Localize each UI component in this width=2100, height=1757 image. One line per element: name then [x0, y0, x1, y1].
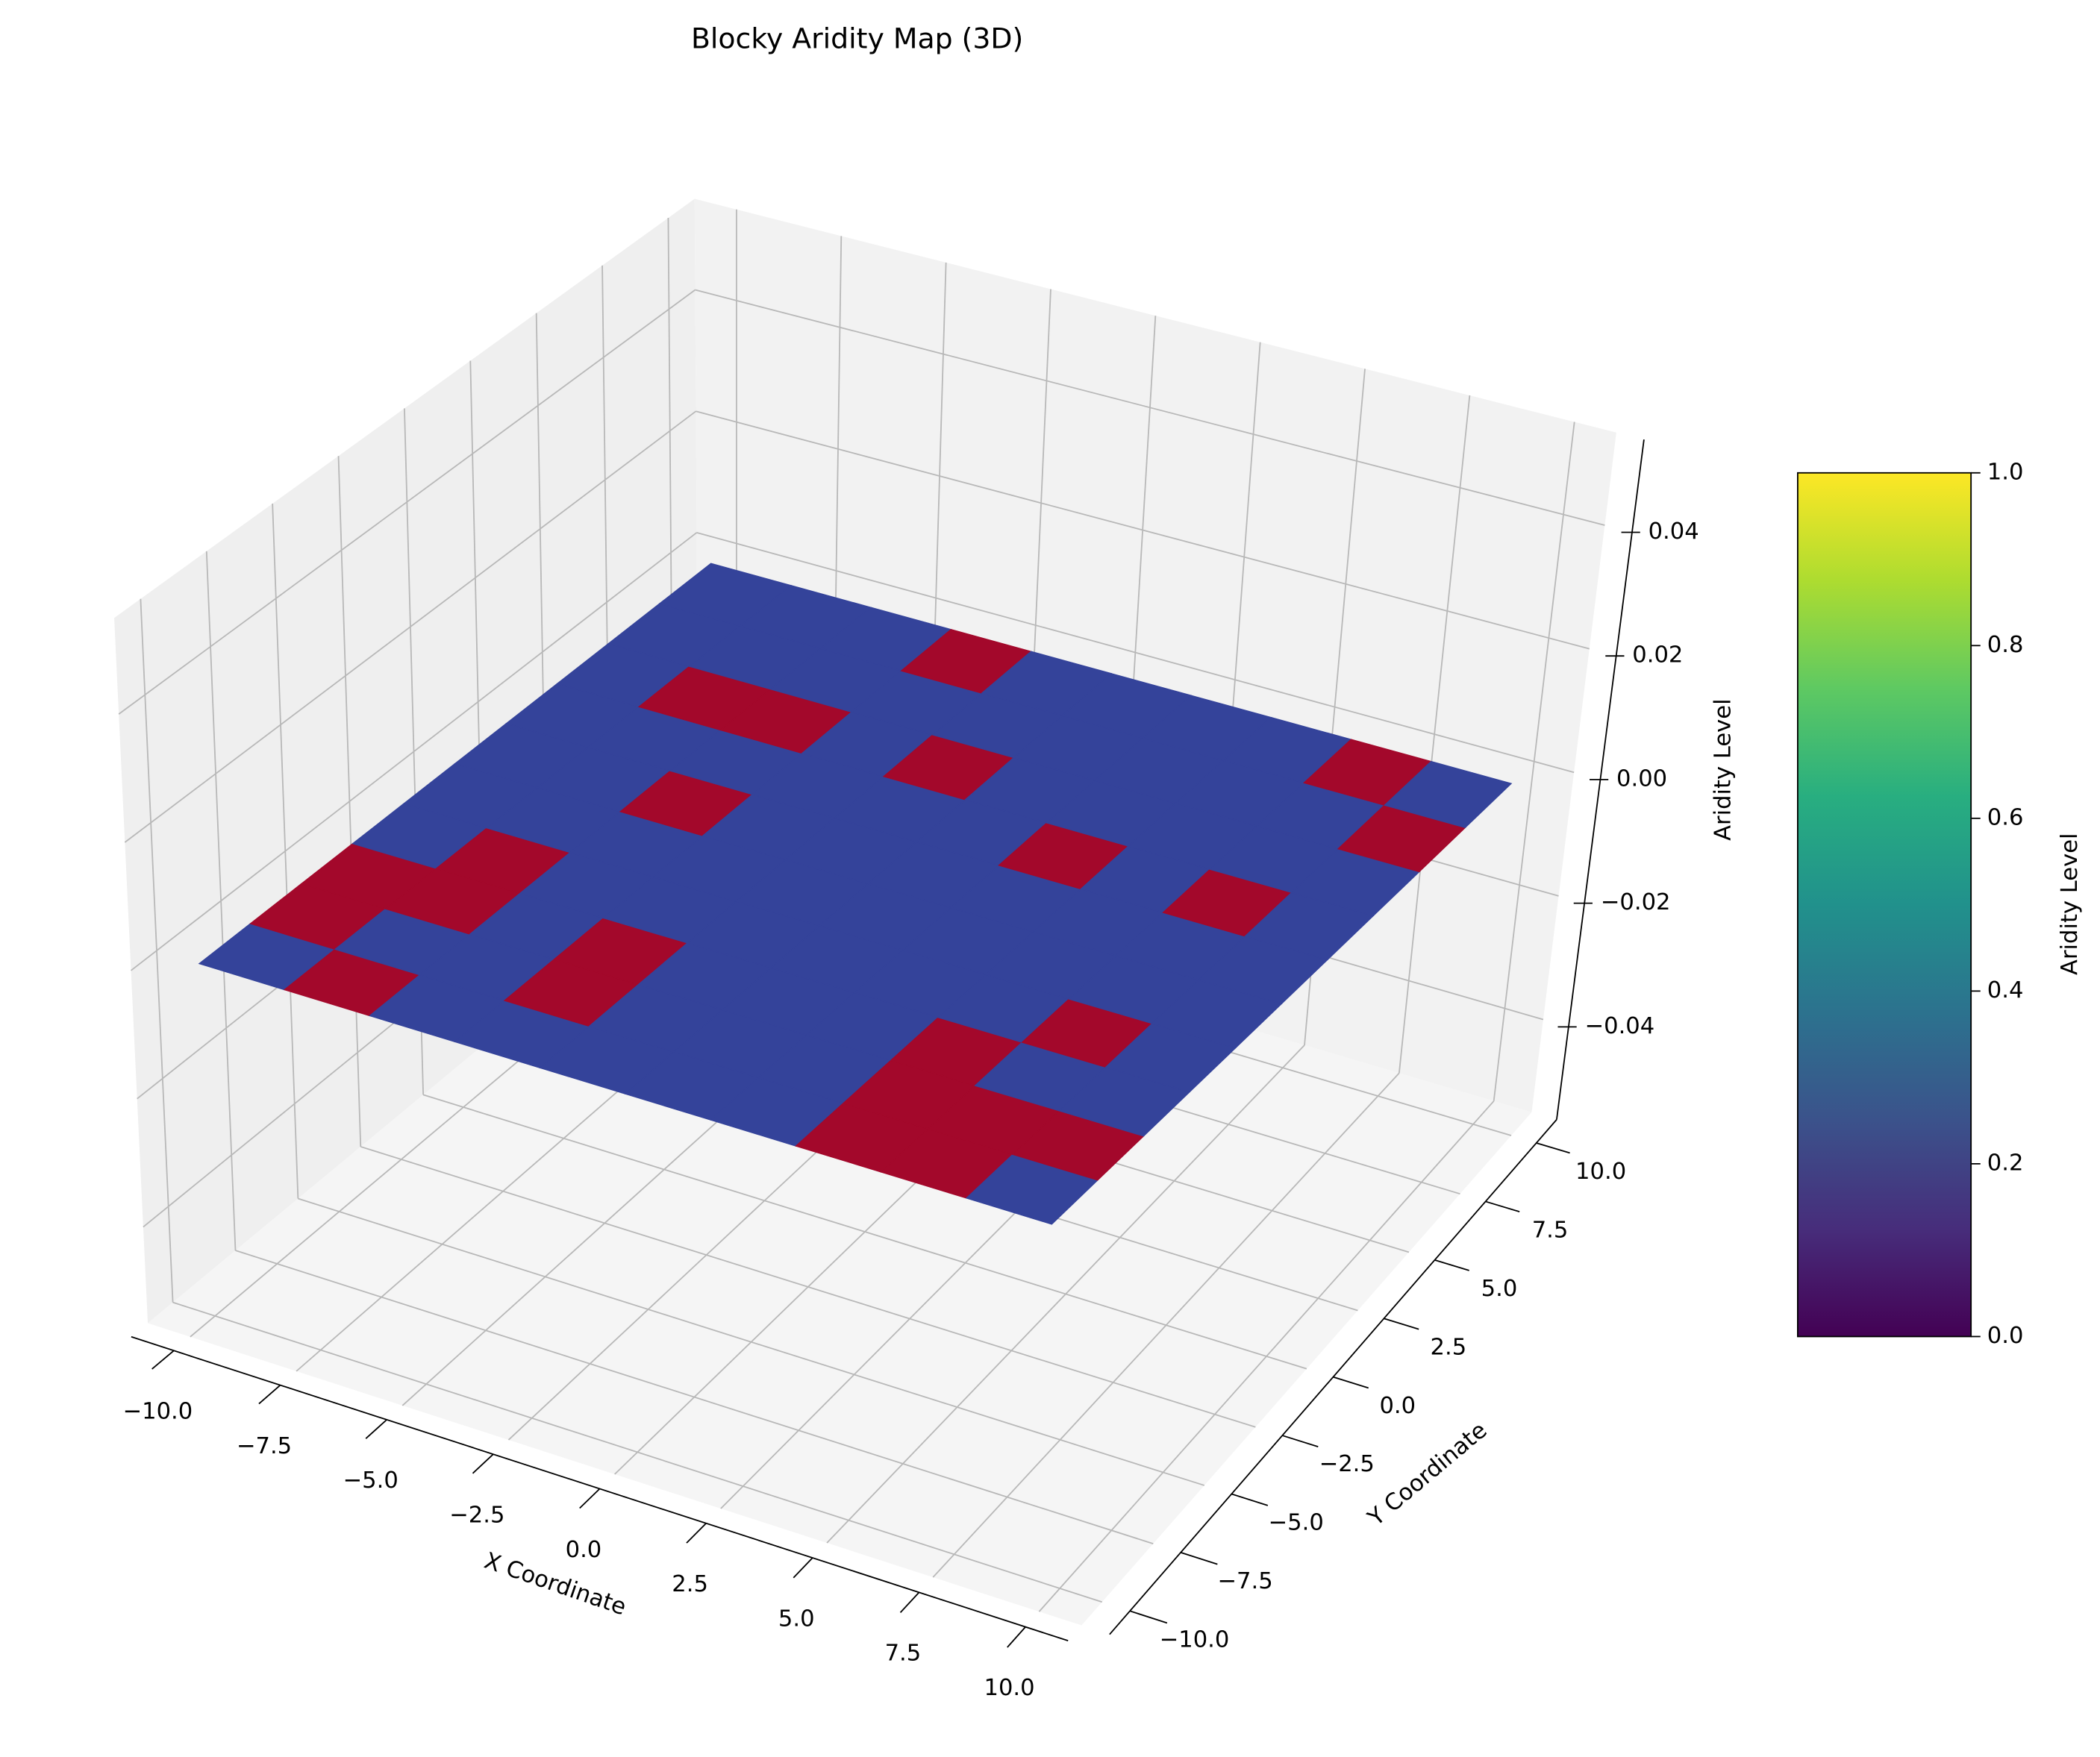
- y-tick-label: 2.5: [1431, 1334, 1467, 1360]
- left-pane: [114, 198, 699, 1324]
- colorbar: [1797, 472, 1972, 1338]
- grid-line: [124, 410, 697, 843]
- y-tick: [1282, 1435, 1319, 1447]
- x-tick: [472, 1453, 494, 1474]
- y-tick: [1333, 1376, 1369, 1389]
- colorbar-tick-label: 0.0: [1987, 1323, 2024, 1349]
- y-tick-label: −5.0: [1269, 1510, 1324, 1536]
- colorbar-tick-label: 0.8: [1987, 632, 2024, 658]
- surface-cell: [1384, 760, 1513, 829]
- z-tick-label: 0.04: [1649, 519, 1699, 545]
- y-tick: [1129, 1610, 1168, 1624]
- x-axis-label: X Coordinate: [481, 1548, 629, 1621]
- y-tick-label: 10.0: [1575, 1159, 1626, 1185]
- x-tick-label: −2.5: [449, 1502, 504, 1528]
- x-tick-label: 10.0: [984, 1675, 1034, 1701]
- chart-title: Blocky Aridity Map (3D): [691, 22, 1023, 55]
- y-tick-label: 7.5: [1532, 1218, 1569, 1244]
- colorbar-label: Aridity Level: [2057, 833, 2083, 975]
- grid-line: [360, 1146, 1256, 1428]
- grid-line: [130, 532, 698, 971]
- y-tick: [1180, 1552, 1218, 1565]
- x-tick-label: 5.0: [778, 1606, 815, 1632]
- grid-line: [118, 289, 696, 715]
- x-tick-label: −10.0: [122, 1399, 193, 1425]
- colorbar-tick-label: 0.6: [1987, 804, 2024, 830]
- y-tick: [1536, 1142, 1570, 1154]
- x-tick: [365, 1419, 387, 1439]
- y-tick: [1384, 1318, 1419, 1330]
- grid-line: [235, 1250, 1154, 1544]
- grid-line: [298, 1197, 1205, 1486]
- colorbar-tick-label: 0.4: [1987, 977, 2024, 1003]
- grid-line: [696, 410, 1590, 650]
- y-tick-label: −10.0: [1160, 1626, 1230, 1653]
- grid-line: [172, 1301, 1103, 1603]
- x-tick: [151, 1350, 175, 1370]
- x-tick: [579, 1488, 601, 1509]
- z-tick-label: 0.00: [1616, 765, 1667, 792]
- grid-line: [695, 289, 1605, 526]
- colorbar-tick-label: 1.0: [1987, 459, 2024, 485]
- x-tick: [793, 1557, 813, 1579]
- y-tick: [1485, 1200, 1520, 1212]
- x-tick: [686, 1523, 707, 1544]
- x-tick: [1007, 1626, 1026, 1648]
- grid-line: [696, 532, 1575, 774]
- x-tick-label: 2.5: [672, 1571, 708, 1597]
- z-tick-label: −0.04: [1584, 1013, 1654, 1039]
- y-tick: [1434, 1259, 1469, 1271]
- z-tick-label: 0.02: [1632, 642, 1683, 668]
- y-tick-label: −2.5: [1319, 1451, 1375, 1477]
- y-tick: [1231, 1493, 1269, 1506]
- x-tick-label: −5.0: [343, 1468, 399, 1494]
- y-tick-label: 0.0: [1379, 1393, 1416, 1419]
- x-tick-label: 7.5: [885, 1641, 922, 1667]
- x-tick: [899, 1591, 920, 1613]
- z-axis-label: Aridity Level: [1710, 698, 1736, 841]
- z-tick-label: −0.02: [1601, 889, 1671, 915]
- x-tick-label: −7.5: [237, 1433, 292, 1459]
- grid-line: [422, 1094, 1307, 1370]
- x-tick: [258, 1384, 281, 1405]
- y-axis-label: Y Coordinate: [1363, 1418, 1493, 1532]
- y-tick-label: −7.5: [1217, 1568, 1272, 1594]
- colorbar-tick-label: 0.2: [1987, 1150, 2024, 1176]
- x-tick-label: 0.0: [566, 1537, 602, 1563]
- y-tick-label: 5.0: [1481, 1276, 1518, 1302]
